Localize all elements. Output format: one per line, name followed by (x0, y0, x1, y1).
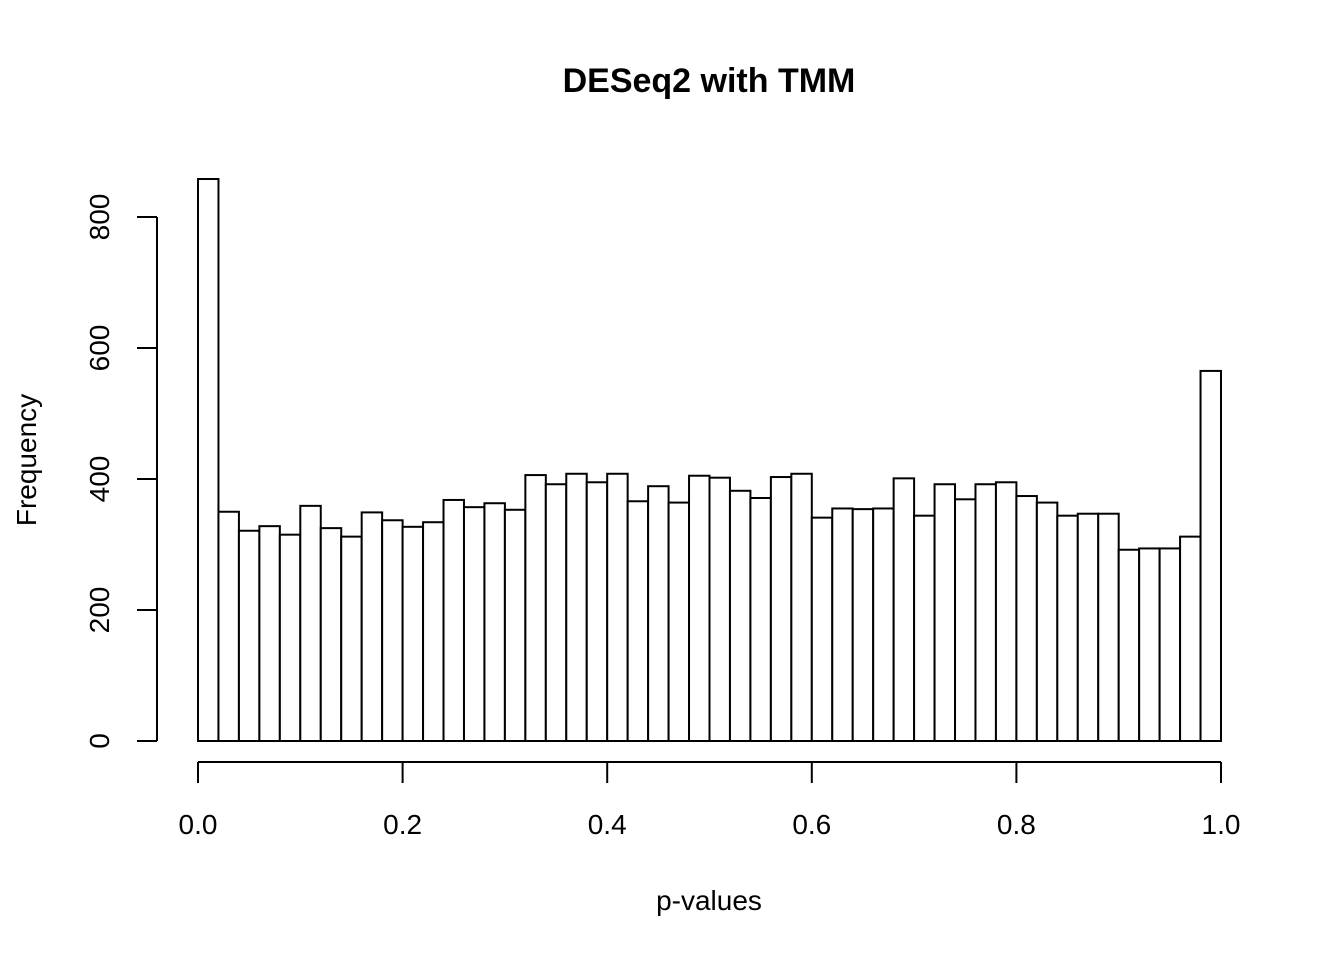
y-tick-label: 400 (84, 456, 115, 503)
histogram-bar (442, 498, 465, 742)
histogram-bar (831, 507, 854, 742)
histogram-bar (401, 525, 425, 742)
histogram-bar (1117, 548, 1141, 742)
histogram-bars (197, 178, 1223, 743)
y-tick-label: 0 (84, 733, 115, 749)
histogram-bar (708, 476, 731, 742)
histogram-bar (462, 506, 486, 743)
histogram-bar (1179, 535, 1202, 743)
histogram-bar (503, 508, 527, 742)
histogram-bar (790, 472, 813, 742)
histogram-bar (237, 529, 261, 742)
histogram-bar (626, 500, 650, 742)
histogram-bar (647, 485, 670, 742)
histogram-bar (892, 477, 916, 742)
histogram-bar (258, 525, 281, 742)
histogram-bar (381, 519, 404, 743)
histogram-bar (1015, 495, 1038, 742)
histogram-bar (769, 476, 793, 742)
histogram-bar (933, 483, 957, 742)
histogram-bar (994, 481, 1018, 742)
histogram-bar (954, 498, 977, 742)
x-tick-label: 0.6 (792, 809, 831, 840)
y-tick-label: 600 (84, 325, 115, 372)
x-tick-label: 0.8 (997, 809, 1036, 840)
histogram-bar (1076, 512, 1100, 743)
histogram-bar (1138, 547, 1161, 742)
histogram-bar (1035, 501, 1059, 742)
x-tick-label: 0.4 (588, 809, 627, 840)
x-tick-label: 1.0 (1202, 809, 1241, 840)
histogram-bar (340, 535, 363, 743)
histogram-bar (688, 474, 711, 742)
y-axis: 0 200 400 600 800 (84, 194, 158, 749)
x-tick-label: 0.2 (383, 809, 422, 840)
histogram-bar (524, 474, 547, 742)
x-tick-label: 0.0 (179, 809, 218, 840)
histogram-bar (1199, 369, 1223, 742)
y-axis-label: Frequency (11, 394, 42, 526)
y-tick-label: 200 (84, 587, 115, 634)
histogram-bar (299, 504, 322, 743)
histogram-bar (544, 483, 568, 742)
chart-title: DESeq2 with TMM (563, 62, 856, 100)
histogram-bar (606, 472, 629, 742)
histogram-bar (913, 514, 936, 742)
histogram-bar (422, 521, 445, 742)
y-tick-label: 800 (84, 194, 115, 241)
histogram-bar (974, 483, 997, 742)
histogram-bar (667, 501, 691, 742)
x-axis: 0.0 0.2 0.4 0.6 0.8 1.0 (179, 761, 1241, 840)
histogram-bar (810, 516, 834, 743)
histogram-bar (197, 178, 220, 742)
histogram-bar (278, 533, 302, 742)
x-axis-label: p-values (656, 885, 762, 916)
histogram-bar (851, 508, 875, 742)
histogram-bar (728, 489, 752, 743)
histogram-bar (360, 511, 384, 743)
histogram-bar (319, 527, 343, 742)
histogram-bar (483, 502, 506, 742)
histogram-bar (585, 481, 609, 742)
histogram-bar (1158, 547, 1182, 742)
histogram-bar (1056, 514, 1079, 742)
histogram-bar (872, 507, 895, 742)
histogram-bar (217, 510, 240, 742)
histogram-bar (565, 472, 588, 742)
histogram-bar (1097, 512, 1120, 743)
histogram-bar (749, 496, 772, 742)
